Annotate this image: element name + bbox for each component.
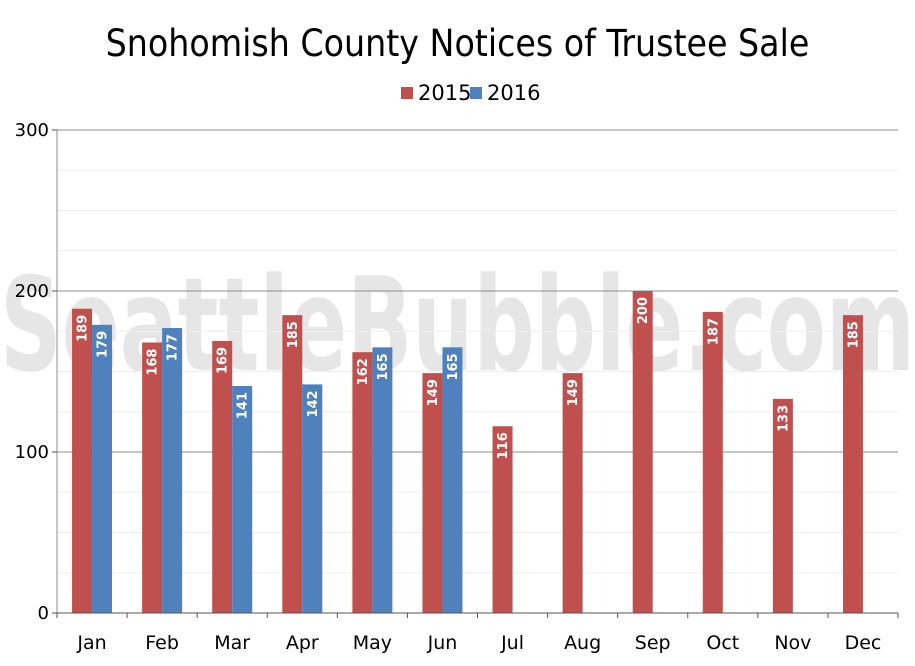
y-tick-label: 100 — [15, 442, 49, 463]
bar-2015-Dec — [842, 315, 863, 613]
bars: 189 179 168 177 169 141 185 142 162 165 149 165 116 1… — [72, 291, 863, 613]
x-tick-label: Feb — [145, 632, 179, 654]
bar-2015-Jun — [422, 373, 443, 613]
x-tick-label: Mar — [214, 632, 250, 654]
bar-2016-Feb — [162, 328, 183, 613]
legend-swatch-2015 — [401, 87, 413, 99]
x-tick-label: Sep — [635, 632, 671, 654]
x-tick-label: Jan — [76, 632, 106, 654]
y-tick-label: 0 — [38, 603, 49, 624]
data-label: 185 — [286, 321, 301, 348]
bar-2016-May — [372, 347, 393, 613]
legend-swatch-2016 — [470, 87, 482, 99]
bar-2015-Nov — [772, 398, 793, 613]
data-label: 185 — [846, 321, 861, 348]
bar-2016-Mar — [232, 385, 253, 613]
data-label: 142 — [306, 390, 321, 417]
chart-title: Snohomish County Notices of Trustee Sale — [106, 22, 810, 65]
bar-2016-Jan — [92, 324, 113, 613]
legend-label: 2015 — [418, 81, 471, 105]
data-label: 149 — [426, 379, 441, 406]
data-label: 162 — [356, 358, 371, 385]
bar-2015-May — [352, 352, 373, 613]
bar-2015-Jan — [72, 308, 93, 613]
data-label: 169 — [216, 347, 231, 374]
data-label: 200 — [636, 297, 651, 324]
axes: 0 100 200 300 Jan Feb Mar Apr May Jun Jul Aug Sep Oct… — [15, 120, 899, 654]
bar-2016-Jun — [442, 347, 463, 613]
x-tick-label: May — [353, 632, 392, 654]
data-label: 165 — [376, 353, 391, 380]
x-tick-label: Oct — [706, 632, 739, 654]
x-tick-label: Jun — [427, 632, 458, 654]
bar-2015-Oct — [702, 311, 723, 613]
x-tick-label: Jul — [500, 632, 524, 654]
data-label: 179 — [96, 331, 111, 358]
bar-2015-Jul — [492, 426, 513, 613]
data-label: 177 — [166, 334, 181, 361]
data-label: 189 — [76, 315, 91, 342]
x-tick-label: Nov — [774, 632, 811, 654]
y-tick-label: 300 — [15, 120, 49, 141]
x-tick-label: Apr — [286, 632, 319, 654]
bar-2015-Aug — [562, 373, 583, 613]
gridlines — [57, 129, 898, 574]
x-tick-label: Dec — [845, 632, 882, 654]
data-label: 149 — [566, 379, 581, 406]
x-tick-label: Aug — [564, 632, 601, 654]
data-label: 165 — [446, 353, 461, 380]
bar-2015-Apr — [282, 315, 303, 613]
bar-2015-Sep — [632, 291, 653, 613]
y-tick-label: 200 — [15, 281, 49, 302]
data-label: 168 — [146, 349, 161, 376]
bar-2016-Apr — [302, 384, 323, 613]
data-label: 133 — [776, 405, 791, 432]
legend: 2015 2016 — [401, 81, 540, 105]
data-label: 116 — [496, 432, 511, 459]
legend-label: 2016 — [487, 81, 540, 105]
data-label: 141 — [236, 392, 251, 419]
data-label: 187 — [706, 318, 721, 345]
bar-2015-Feb — [142, 342, 163, 613]
bar-2015-Mar — [212, 340, 233, 613]
